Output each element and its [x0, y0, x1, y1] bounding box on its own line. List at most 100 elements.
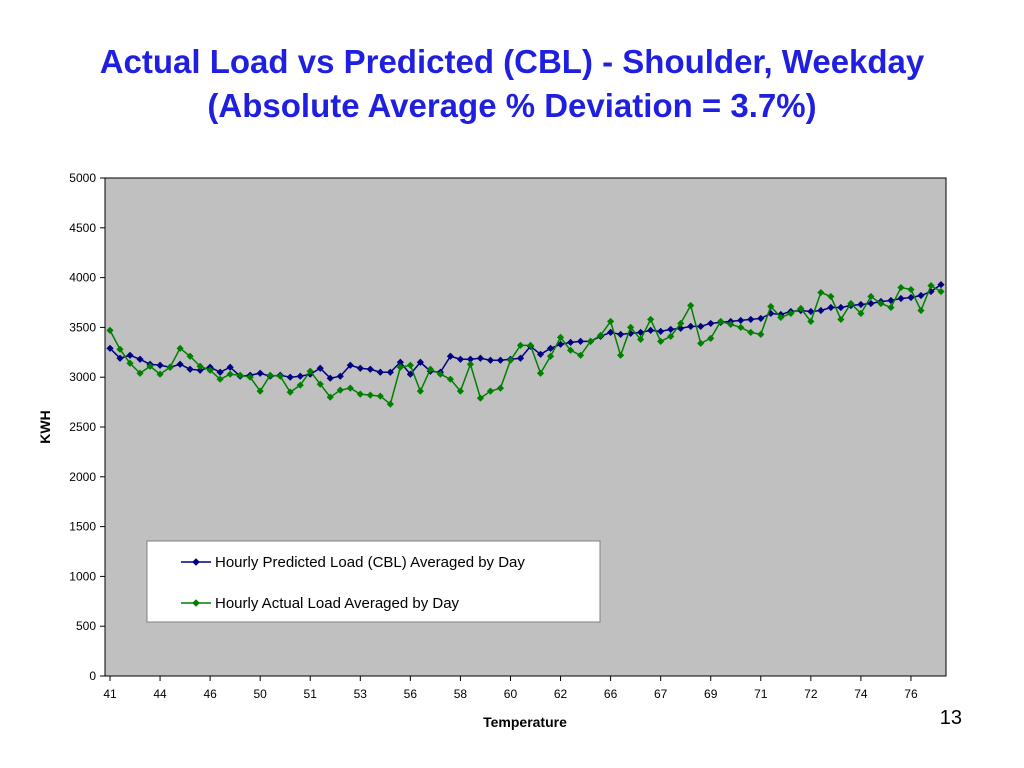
data-point-actual — [236, 371, 244, 379]
data-point-actual — [767, 302, 775, 311]
x-axis: 41 44 46 50 51 53 56 58 60 62 66 67 69 71 72 74 76 — [103, 676, 918, 701]
data-point-actual — [737, 323, 745, 331]
data-point-predicted — [396, 358, 404, 366]
data-point-actual — [777, 313, 785, 322]
data-point-actual — [747, 328, 755, 336]
x-tick-label: 41 — [103, 687, 117, 701]
data-point-predicted — [927, 287, 935, 296]
data-point-predicted — [546, 344, 555, 352]
data-point-predicted — [937, 280, 945, 289]
data-point-actual — [406, 361, 414, 369]
x-tick-label: 72 — [804, 687, 818, 701]
data-point-predicted — [667, 325, 675, 333]
data-point-actual — [687, 301, 695, 310]
y-axis-title: KWH — [37, 410, 53, 443]
x-tick-label: 69 — [704, 687, 718, 701]
data-point-actual — [166, 363, 174, 371]
legend-box — [146, 540, 601, 623]
data-point-actual — [176, 344, 184, 352]
data-point-predicted — [456, 355, 465, 363]
x-tick-label: 74 — [854, 687, 868, 701]
data-point-predicted — [657, 327, 665, 335]
data-point-predicted — [476, 354, 485, 362]
data-point-predicted — [346, 361, 354, 369]
data-point-actual — [607, 317, 615, 326]
data-point-predicted — [256, 369, 264, 377]
data-point-actual — [817, 288, 825, 297]
y-tick-label: 4500 — [69, 221, 96, 235]
data-point-actual — [186, 352, 194, 360]
data-point-actual — [657, 337, 665, 345]
data-point-actual — [456, 387, 465, 395]
x-tick-label: 76 — [904, 687, 918, 701]
x-tick-label: 51 — [304, 687, 318, 701]
data-point-predicted — [496, 356, 505, 364]
x-tick-label: 66 — [604, 687, 618, 701]
x-tick-label: 53 — [354, 687, 368, 701]
data-point-actual — [647, 315, 655, 324]
data-point-actual — [586, 337, 595, 345]
data-point-actual — [416, 387, 424, 395]
data-point-actual — [927, 281, 935, 290]
data-point-predicted — [827, 303, 835, 312]
data-point-actual — [707, 334, 715, 342]
y-tick-label: 0 — [89, 669, 96, 683]
data-point-actual — [136, 369, 144, 377]
data-point-predicted — [416, 358, 424, 366]
data-point-actual — [206, 366, 214, 374]
data-point-actual — [516, 341, 525, 349]
data-point-predicted — [897, 294, 905, 303]
data-point-actual — [617, 351, 625, 359]
data-point-actual — [376, 392, 384, 400]
data-point-predicted — [687, 322, 695, 331]
legend-swatch-marker — [192, 599, 200, 607]
data-point-actual — [787, 309, 795, 318]
data-point-predicted — [917, 291, 925, 300]
data-point-predicted — [106, 344, 114, 352]
data-point-actual — [246, 373, 254, 381]
data-point-predicted — [627, 329, 635, 337]
data-point-actual — [837, 315, 845, 324]
slide-title: Actual Load vs Predicted (CBL) - Shoulde… — [0, 40, 1024, 128]
data-point-predicted — [747, 315, 755, 324]
data-point-predicted — [136, 355, 144, 363]
data-point-predicted — [296, 372, 304, 380]
data-point-actual — [637, 335, 645, 343]
series-layer — [106, 280, 945, 408]
data-point-actual — [887, 303, 895, 312]
data-point-actual — [556, 333, 565, 341]
data-point-predicted — [737, 316, 745, 325]
data-point-predicted — [697, 322, 705, 331]
data-point-predicted — [176, 360, 184, 368]
data-point-actual — [466, 360, 475, 368]
data-point-actual — [757, 330, 765, 338]
y-tick-label: 4000 — [69, 271, 96, 285]
data-point-predicted — [576, 337, 585, 345]
x-tick-label: 67 — [654, 687, 668, 701]
data-point-actual — [426, 365, 434, 373]
data-point-actual — [126, 359, 134, 367]
x-axis-title: Temperature — [483, 714, 567, 730]
x-tick-label: 44 — [153, 687, 167, 701]
data-point-actual — [937, 287, 945, 296]
data-point-actual — [546, 352, 555, 360]
y-tick-label: 3000 — [69, 370, 96, 384]
data-point-predicted — [617, 330, 625, 338]
data-point-actual — [536, 369, 545, 377]
legend-swatch-marker — [192, 558, 200, 566]
slide-title-line-1: Actual Load vs Predicted (CBL) - Shoulde… — [99, 43, 925, 80]
data-point-actual — [867, 292, 875, 301]
x-tick-label: 56 — [404, 687, 418, 701]
data-point-predicted — [536, 350, 545, 358]
data-point-actual — [266, 371, 274, 379]
data-point-predicted — [867, 299, 875, 308]
data-point-predicted — [486, 356, 495, 364]
data-point-actual — [496, 384, 505, 392]
page-number: 13 — [939, 707, 962, 729]
data-point-actual — [286, 388, 294, 396]
data-point-predicted — [647, 326, 655, 334]
data-point-predicted — [707, 319, 715, 328]
data-point-actual — [386, 400, 394, 408]
data-point-predicted — [857, 300, 865, 309]
